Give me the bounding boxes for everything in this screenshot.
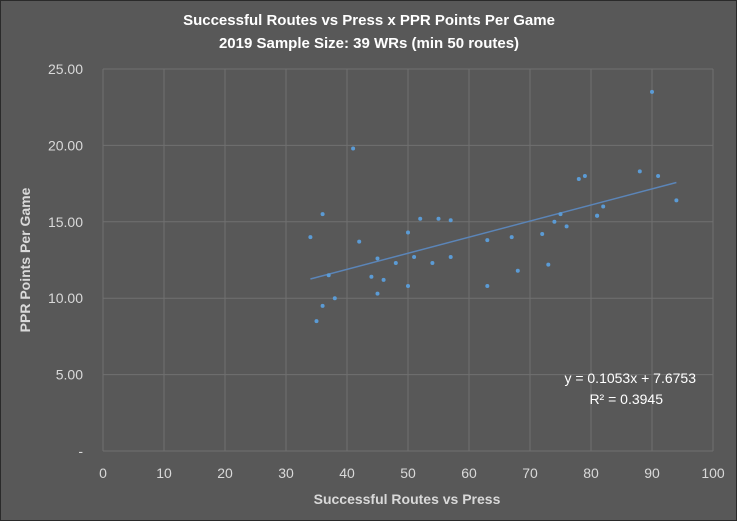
data-point — [381, 277, 386, 282]
x-tick-label: 70 — [522, 465, 538, 481]
x-tick-label: 50 — [400, 465, 416, 481]
data-point — [369, 274, 374, 279]
data-point — [552, 219, 557, 224]
x-tick-label: 100 — [701, 465, 725, 481]
chart-subtitle: 2019 Sample Size: 39 WRs (min 50 routes) — [219, 35, 519, 52]
y-tick-label: 15.00 — [48, 214, 83, 230]
data-point — [564, 224, 569, 229]
data-point — [558, 212, 563, 217]
x-tick-label: 0 — [99, 465, 107, 481]
data-point — [448, 254, 453, 259]
x-tick-label: 90 — [644, 465, 660, 481]
trendline-r-squared: R² = 0.3945 — [589, 391, 663, 407]
data-point — [314, 319, 319, 324]
data-point — [656, 173, 661, 178]
data-point — [320, 212, 325, 217]
data-point — [357, 239, 362, 244]
trendline-equation: y = 0.1053x + 7.6753 — [564, 370, 696, 386]
trendline-group — [310, 181, 677, 280]
x-tick-label: 10 — [156, 465, 172, 481]
data-point — [406, 283, 410, 288]
y-axis-title: PPR Points Per Game — [17, 187, 33, 332]
x-tick-label: 80 — [583, 465, 599, 481]
data-point — [582, 173, 587, 178]
x-tick-label: 40 — [339, 465, 355, 481]
trendline — [310, 181, 677, 280]
data-point — [332, 296, 337, 301]
x-tick-label: 30 — [278, 465, 294, 481]
data-point — [418, 216, 423, 221]
data-point — [430, 261, 435, 266]
y-tick-label: 25.00 — [48, 61, 83, 77]
data-point — [485, 238, 490, 243]
data-point — [375, 256, 380, 261]
data-points — [308, 89, 679, 324]
data-point — [320, 303, 325, 308]
y-axis-ticks: - 5.00 10.00 15.00 20.00 25.00 — [48, 61, 83, 459]
x-tick-label: 20 — [217, 465, 233, 481]
data-point — [406, 230, 410, 235]
data-point — [601, 204, 606, 209]
data-point — [595, 213, 600, 218]
data-point — [485, 283, 490, 288]
data-point — [509, 235, 514, 240]
data-point — [546, 262, 551, 267]
data-point — [436, 216, 441, 221]
data-point — [393, 261, 398, 266]
data-point — [674, 198, 679, 203]
data-point — [351, 146, 356, 151]
gridlines — [102, 68, 714, 452]
data-point — [412, 254, 417, 259]
y-tick-label: 10.00 — [48, 290, 83, 306]
x-tick-label: 60 — [461, 465, 477, 481]
y-tick-label: - — [78, 443, 83, 459]
y-tick-label: 20.00 — [48, 137, 83, 153]
y-tick-label: 5.00 — [56, 367, 83, 383]
data-point — [308, 235, 313, 240]
x-axis-title: Successful Routes vs Press — [314, 491, 501, 507]
data-point — [650, 89, 654, 94]
data-point — [326, 273, 331, 278]
chart-title: Successful Routes vs Press x PPR Points … — [183, 12, 555, 29]
data-point — [637, 169, 642, 174]
data-point — [448, 218, 453, 223]
data-point — [375, 291, 380, 296]
data-point — [515, 268, 520, 273]
data-point — [576, 177, 581, 182]
data-point — [540, 232, 545, 237]
x-axis-ticks: 0 10 20 30 40 50 60 70 80 90 100 — [99, 465, 725, 481]
